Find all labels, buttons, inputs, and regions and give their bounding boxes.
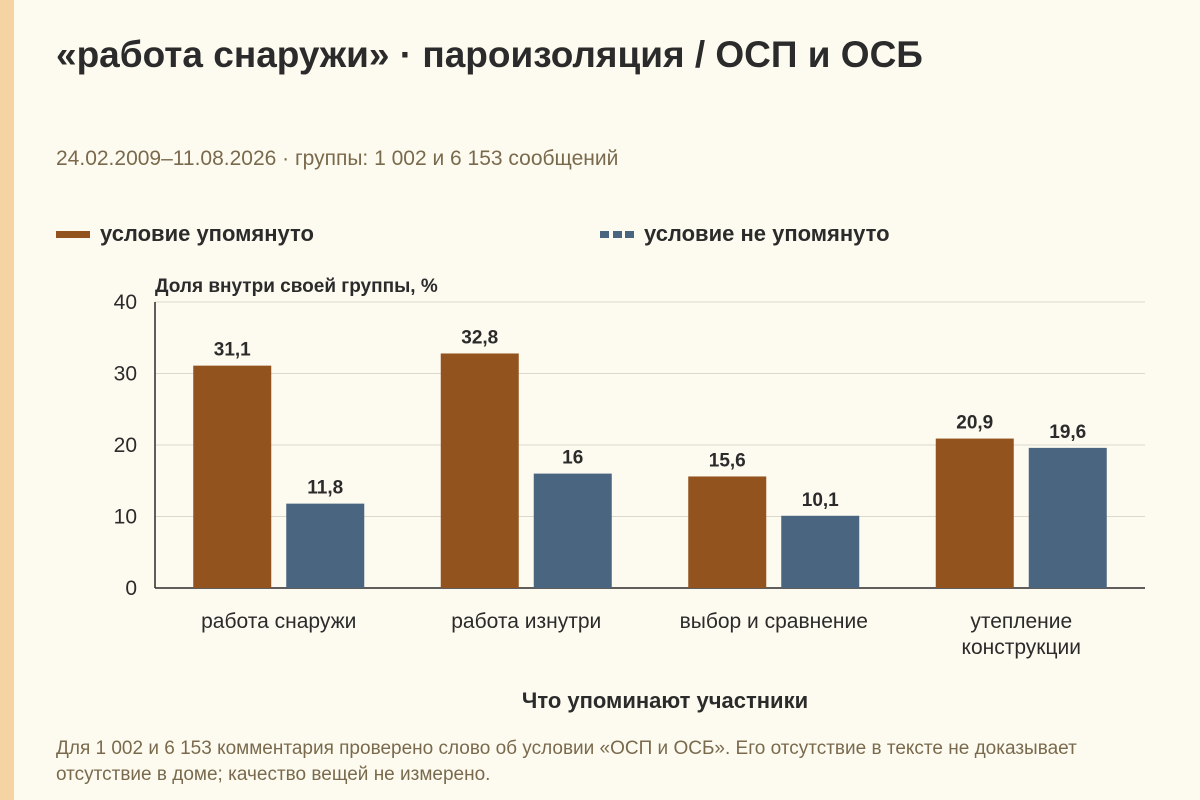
x-tick-label: выбор и сравнение (680, 610, 868, 633)
bar-mentioned (935, 438, 1014, 588)
chart-title: «работа снаружи» · пароизоляция / ОСП и … (56, 34, 923, 75)
legend-label-mentioned: условие упомянуто (100, 221, 314, 246)
x-tick-label: утепление конструкции (962, 610, 1081, 659)
legend-item-mentioned: условие упомянуто (56, 221, 314, 247)
legend-swatch-mentioned (56, 230, 90, 238)
bar-value-label: 16 (562, 448, 583, 469)
bar-not-mentioned (1028, 447, 1107, 588)
bar-value-label: 11,8 (307, 478, 343, 499)
footnote: Для 1 002 и 6 153 комментария проверено … (56, 738, 1077, 785)
x-tick-label: работа снаружи (201, 610, 356, 633)
y-tick-label: 10 (114, 506, 137, 529)
bar-not-mentioned (533, 473, 612, 588)
side-accent-strip (0, 0, 14, 800)
y-tick-label: 40 (114, 291, 137, 314)
bar-not-mentioned (286, 503, 365, 588)
bar-mentioned (440, 353, 519, 588)
bar-mentioned (688, 476, 767, 588)
y-tick-label: 30 (114, 363, 137, 386)
bar-value-label: 31,1 (214, 340, 251, 361)
y-tick-label: 0 (125, 577, 137, 600)
bar-chart: 0 10 20 30 40 Доля внутри своей группы, % 31,1… (114, 276, 1145, 713)
bar-value-label: 32,8 (461, 327, 498, 348)
legend-swatch-not-mentioned (600, 230, 634, 238)
legend-label-not-mentioned: условие не упомянуто (644, 221, 890, 246)
y-axis-label: Доля внутри своей группы, % (155, 276, 438, 297)
y-tick-label: 20 (114, 434, 137, 457)
bar-value-label: 10,1 (802, 490, 839, 511)
x-tick-label: работа изнутри (451, 610, 601, 633)
bar-mentioned (193, 365, 272, 588)
chart-subtitle: 24.02.2009–11.08.2026 · группы: 1 002 и … (56, 147, 619, 170)
bar-not-mentioned (781, 515, 860, 588)
bar-value-label: 15,6 (709, 450, 746, 471)
bar-value-label: 20,9 (956, 413, 993, 434)
legend-item-not-mentioned: условие не упомянуто (600, 221, 890, 247)
legend: условие упомянуто условие не упомянуто (0, 221, 1200, 251)
x-axis-label: Что упоминают участники (522, 688, 808, 713)
bar-value-label: 19,6 (1049, 422, 1086, 443)
